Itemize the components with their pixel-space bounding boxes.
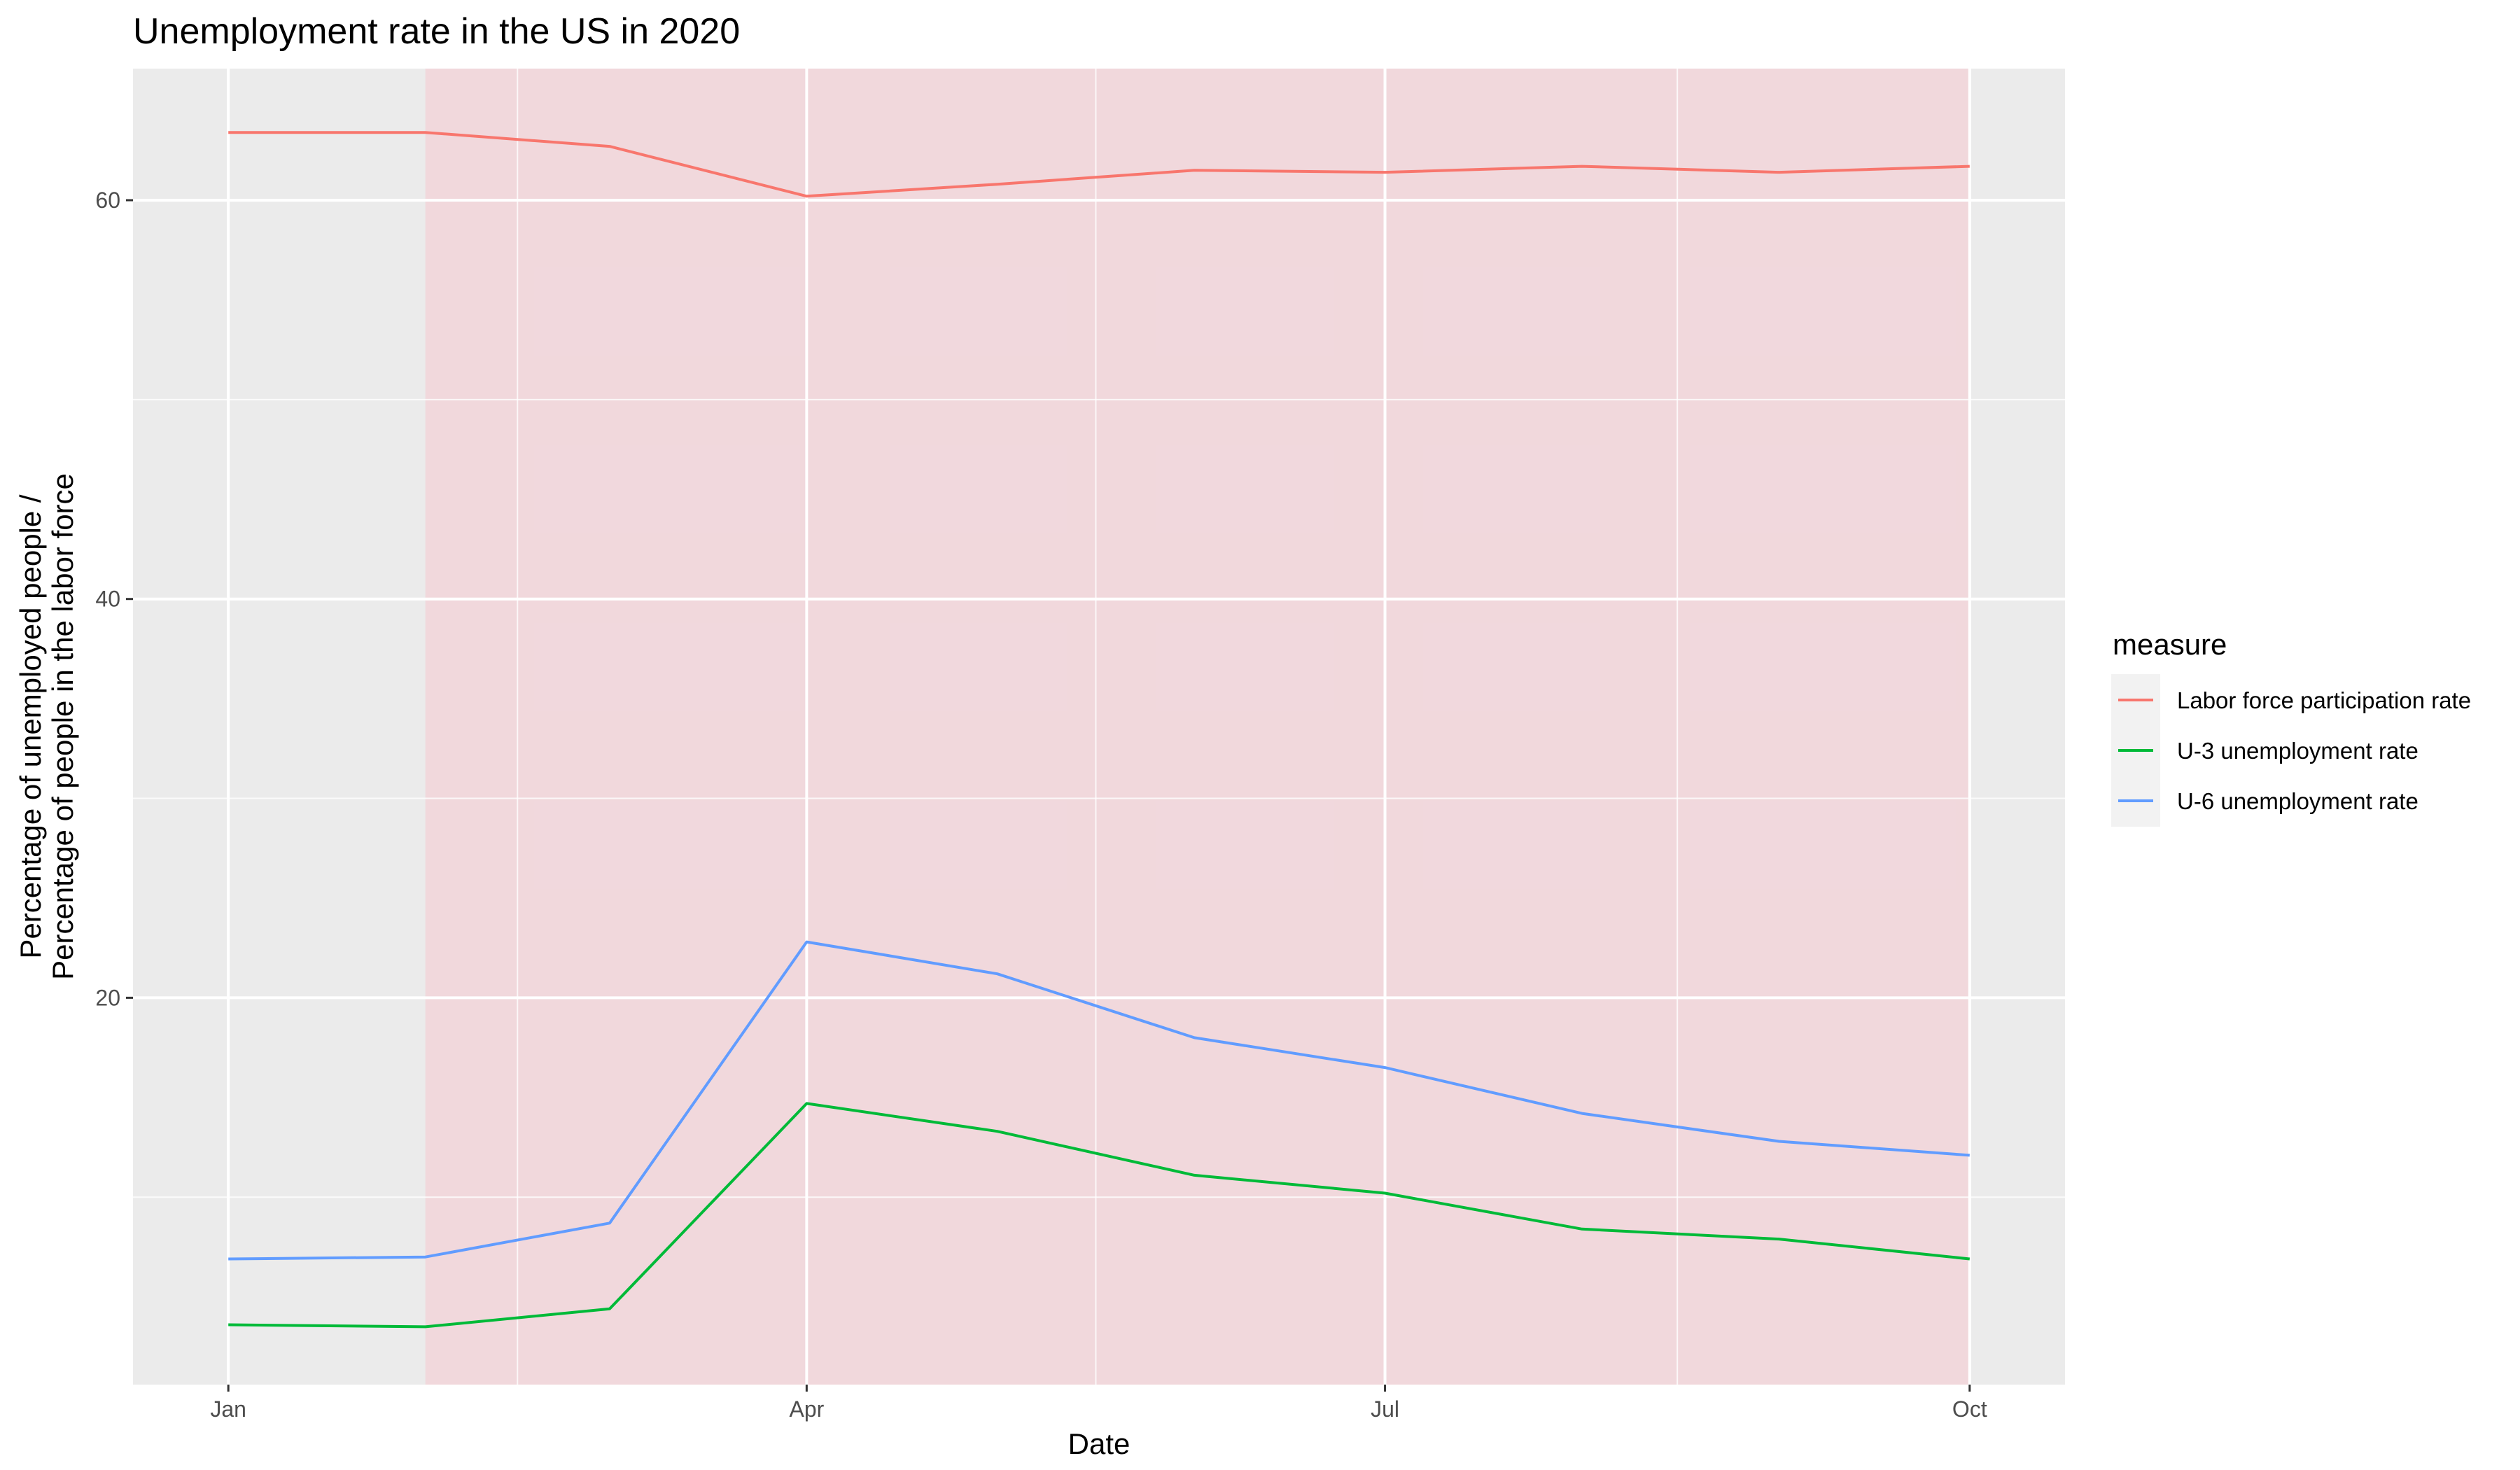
legend-title: measure: [2113, 628, 2227, 661]
series-line-2: [228, 1102, 1970, 1329]
legend-label-1: Labor force participation rate: [2177, 687, 2471, 713]
legend-label-3: U-6 unemployment rate: [2177, 788, 2418, 814]
legend-items: Labor force participation rate U-3 unempl…: [2118, 687, 2471, 814]
major-gridlines: [133, 69, 2065, 1385]
y-tick-label: 20: [95, 985, 120, 1010]
y-axis: 20 40 60: [95, 188, 133, 1010]
x-tick-label: Apr: [789, 1396, 824, 1422]
y-tick-label: 40: [95, 587, 120, 612]
x-tick-label: Jan: [210, 1396, 246, 1422]
x-axis: Jan Apr Jul Oct: [210, 1385, 1987, 1422]
legend: measure Labor force participation rate U-…: [2111, 628, 2471, 827]
legend-label-2: U-3 unemployment rate: [2177, 738, 2418, 764]
y-axis-title-line-1: Percentage of unemployed people /: [14, 494, 47, 958]
series-line-1: [228, 131, 1970, 198]
shaded-region-layer: [425, 69, 1970, 1385]
y-tick-label: 60: [95, 188, 120, 213]
x-axis-title: Date: [1068, 1427, 1130, 1460]
series-layer: [228, 131, 1970, 1329]
minor-gridlines: [133, 69, 2065, 1385]
y-axis-title-line-2: Percentage of people in the labor force: [46, 473, 79, 980]
series-line-3: [228, 940, 1970, 1261]
chart-title: Unemployment rate in the US in 2020: [133, 11, 740, 52]
x-tick-label: Oct: [1952, 1396, 1987, 1422]
shaded-region: [425, 69, 1970, 1385]
x-tick-label: Jul: [1371, 1396, 1399, 1422]
